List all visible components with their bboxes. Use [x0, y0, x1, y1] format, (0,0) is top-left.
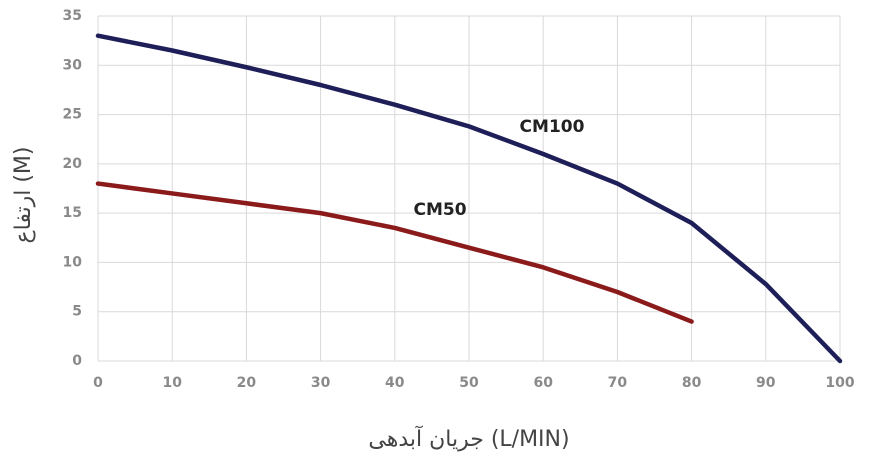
y-tick-label: 0	[72, 353, 82, 369]
y-tick-label: 25	[63, 107, 82, 123]
chart: جریان آبدهی (L/MIN) ارتفاع (M) 0 5 10 15 20 2…	[0, 0, 870, 461]
y-tick-label: 15	[63, 205, 82, 221]
y-tick-label: 35	[63, 8, 82, 24]
series-label: CM50	[413, 200, 466, 220]
x-tick-label: 60	[533, 375, 553, 391]
x-tick-label: 100	[825, 375, 854, 391]
y-axis-title: ارتفاع (M)	[11, 147, 36, 244]
x-tick-label: 0	[93, 375, 103, 391]
y-tick-label: 30	[63, 57, 83, 73]
x-tick-label: 30	[311, 375, 331, 391]
x-tick-label: 40	[385, 375, 405, 391]
x-tick-label: 90	[756, 375, 776, 391]
x-tick-label: 80	[682, 375, 702, 391]
x-tick-label: 10	[162, 375, 182, 391]
x-tick-label: 20	[237, 375, 257, 391]
y-tick-label: 20	[63, 156, 83, 172]
x-tick-label: 70	[608, 375, 628, 391]
x-tick-label: 50	[459, 375, 479, 391]
series-label: CM100	[520, 117, 585, 137]
y-tick-label: 10	[63, 254, 83, 270]
x-axis-title: جریان آبدهی (L/MIN)	[368, 425, 569, 452]
y-tick-label: 5	[72, 304, 82, 320]
